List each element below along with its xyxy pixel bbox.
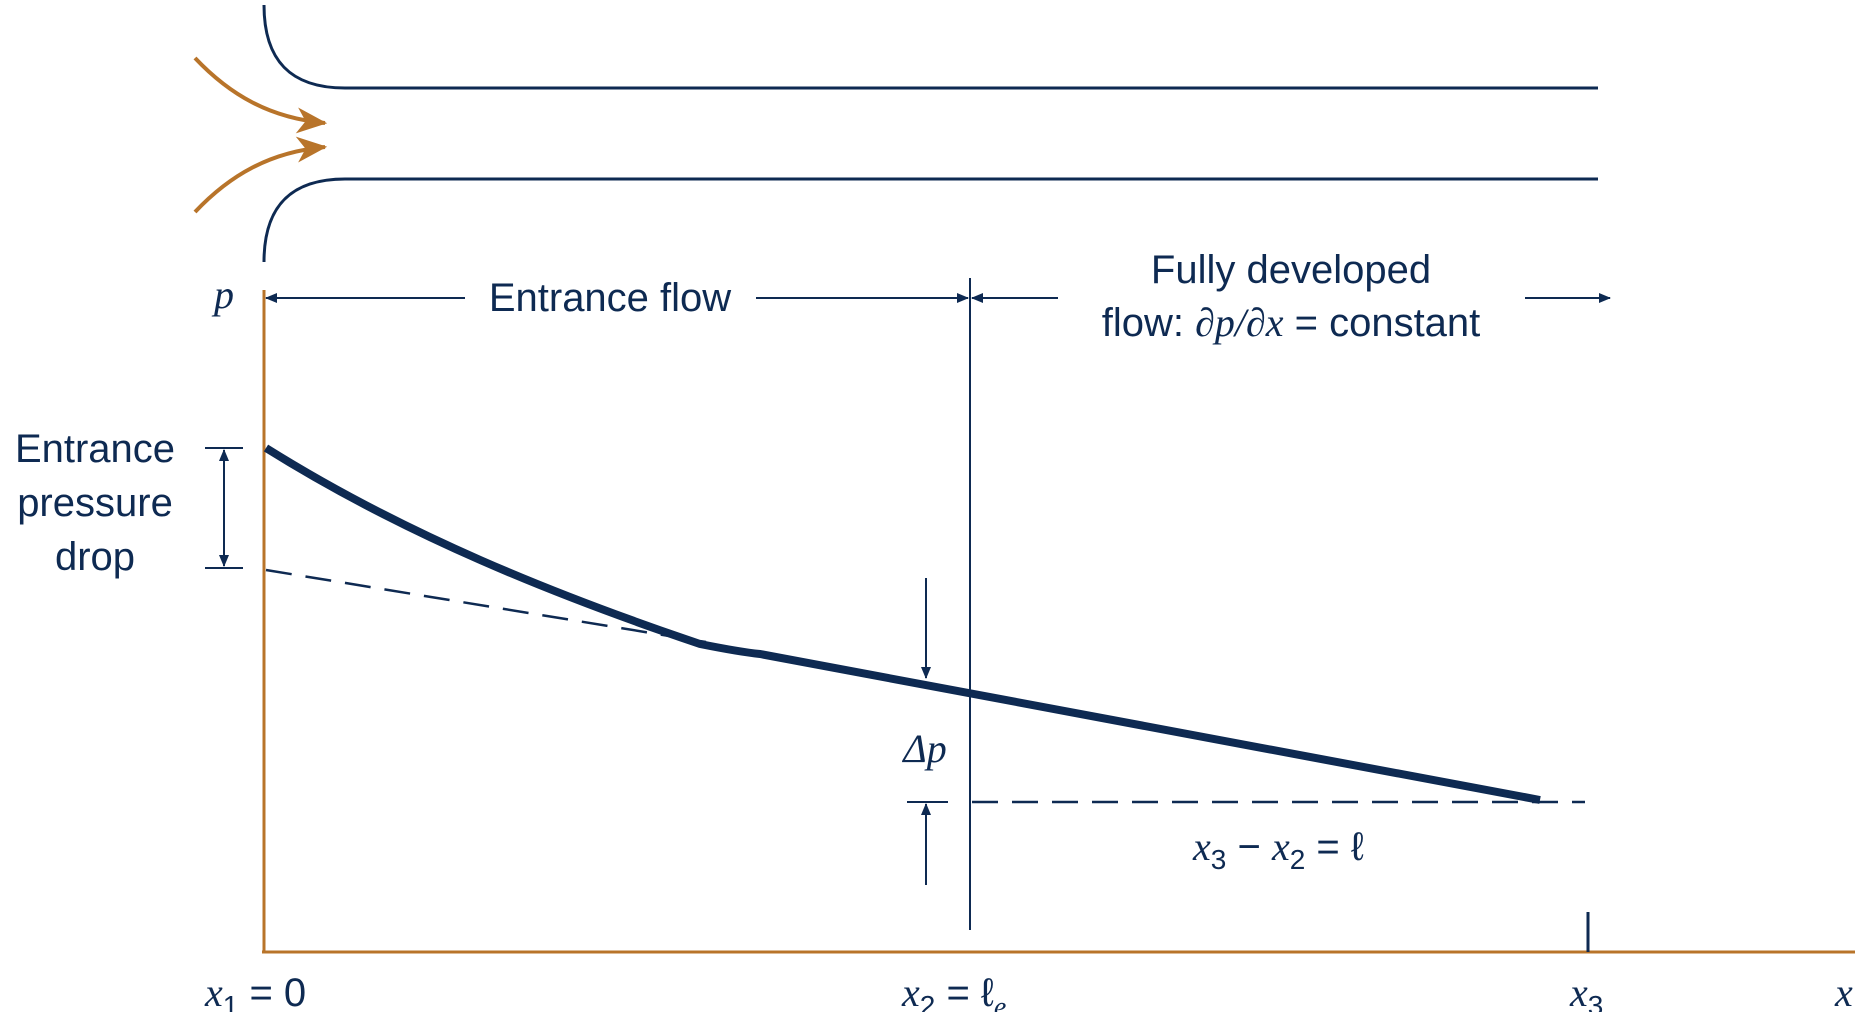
tick-label-x1: x1 = 0: [204, 970, 306, 1012]
inflow-arrow-top: [193, 56, 328, 134]
entrance-pressure-drop-line2: pressure: [17, 481, 173, 525]
x-axis-label: x: [1834, 970, 1853, 1012]
axes: [262, 290, 1855, 954]
pipe-top-wall: [262, 4, 1598, 90]
delta-p-label: Δp: [901, 726, 946, 771]
inflow-arrows: [193, 56, 328, 214]
delta-p-annotation: Δp: [901, 578, 1585, 885]
inflow-arrow-bottom: [193, 136, 328, 214]
entrance-flow-label: Entrance flow: [489, 276, 731, 320]
tick-label-x3: x3: [1569, 970, 1603, 1012]
entrance-pressure-drop-line1: Entrance: [15, 427, 175, 471]
entrance-pressure-drop-annotation: Entrance pressure drop: [15, 427, 243, 579]
length-relation-label: x3 − x2 = ℓ: [1192, 824, 1364, 875]
pipe: [262, 4, 1598, 263]
pressure-curve: [263, 444, 1541, 804]
fully-developed-label-line2: flow: ∂p/∂x = constant: [1102, 300, 1481, 345]
y-axis-label: p: [211, 272, 234, 317]
extrapolated-pressure-dashed-line: [265, 568, 707, 644]
entrance-pressure-drop-line3: drop: [55, 535, 135, 579]
pipe-bottom-wall: [262, 177, 1598, 263]
fully-developed-label-line1: Fully developed: [1151, 248, 1431, 292]
tick-label-x2: x2 = ℓe: [901, 970, 1006, 1012]
